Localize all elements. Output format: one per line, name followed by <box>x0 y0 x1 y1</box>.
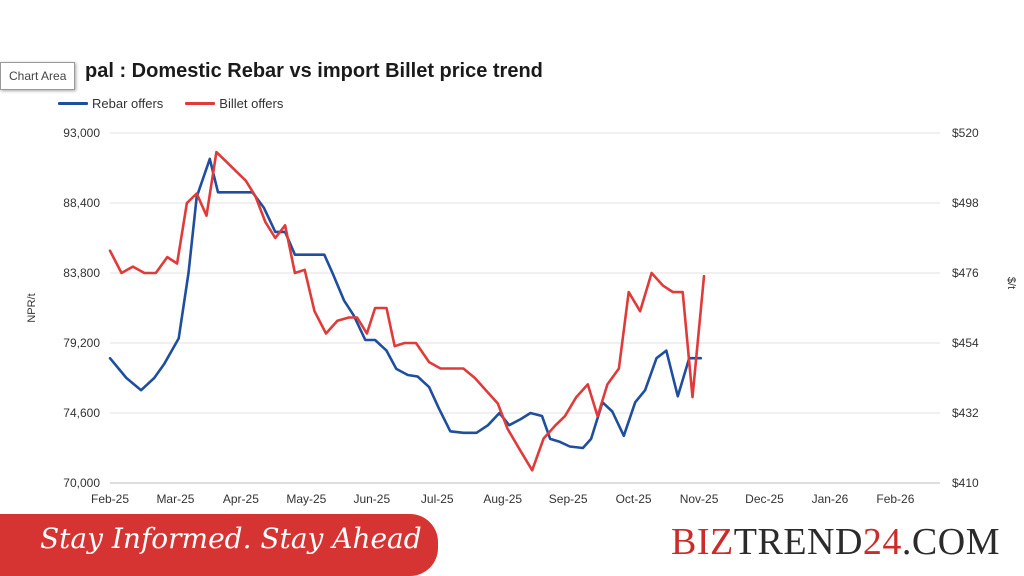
x-tick-label: May-25 <box>286 492 326 506</box>
y-axis-label-left: NPR/t <box>26 293 38 322</box>
x-tick-label: Sep-25 <box>549 492 588 506</box>
chart-area-tooltip: Chart Area <box>0 62 76 90</box>
y-tick-label-left: 70,000 <box>63 476 100 490</box>
x-tick-label: Aug-25 <box>483 492 522 506</box>
y-tick-label-left: 74,600 <box>63 406 100 420</box>
y-tick-label-right: $498 <box>952 196 979 210</box>
brand-part-com: .COM <box>901 521 1000 563</box>
x-tick-label: Nov-25 <box>680 492 719 506</box>
x-tick-label: Dec-25 <box>745 492 784 506</box>
billet-series-line <box>108 150 706 472</box>
legend-item-rebar: Rebar offers <box>58 96 163 111</box>
slogan-text: Stay Informed. Stay Ahead <box>40 522 422 555</box>
brand-part-biz: BIZ <box>671 521 734 563</box>
y-tick-label-right: $454 <box>952 336 979 350</box>
x-tick-label: Jan-26 <box>812 492 849 506</box>
y-axis-label-right: $/t <box>1005 277 1017 289</box>
x-tick-label: Apr-25 <box>223 492 259 506</box>
legend-item-billet: Billet offers <box>185 96 283 111</box>
legend-label-billet: Billet offers <box>219 96 284 111</box>
y-tick-label-left: 83,800 <box>63 266 100 280</box>
y-tick-label-right: $520 <box>952 126 979 140</box>
legend-swatch-rebar <box>58 102 88 105</box>
chart-title: pal : Domestic Rebar vs import Billet pr… <box>85 60 543 82</box>
y-tick-label-left: 88,400 <box>63 196 100 210</box>
rebar-series-line <box>108 157 703 450</box>
brand-part-trend: TREND <box>733 521 863 563</box>
x-tick-label: Jun-25 <box>353 492 390 506</box>
slogan-panel: Stay Informed. Stay Ahead <box>0 514 456 576</box>
x-tick-label: Feb-25 <box>91 492 129 506</box>
x-tick-label: Oct-25 <box>616 492 652 506</box>
y-tick-label-left: 93,000 <box>63 126 100 140</box>
y-tick-label-right: $410 <box>952 476 979 490</box>
legend-label-rebar: Rebar offers <box>92 96 164 111</box>
legend-swatch-billet <box>185 102 216 105</box>
y-tick-label-right: $476 <box>952 266 979 280</box>
y-tick-label-left: 79,200 <box>63 336 100 350</box>
chart: 93,000 $520 88,400 $498 83,800 $476 79,200 $454… <box>26 126 1017 506</box>
brand-logo[interactable]: BIZTREND24.COM <box>671 520 1000 564</box>
footer-banner: Stay Informed. Stay Ahead BIZTREND24.COM <box>0 514 1024 576</box>
x-tick-label: Mar-25 <box>156 492 194 506</box>
x-tick-label: Jul-25 <box>421 492 454 506</box>
y-tick-label-right: $432 <box>952 406 979 420</box>
chart-legend: Rebar offers Billet offers <box>58 96 283 111</box>
x-tick-label: Feb-26 <box>876 492 914 506</box>
brand-part-24: 24 <box>862 521 902 563</box>
